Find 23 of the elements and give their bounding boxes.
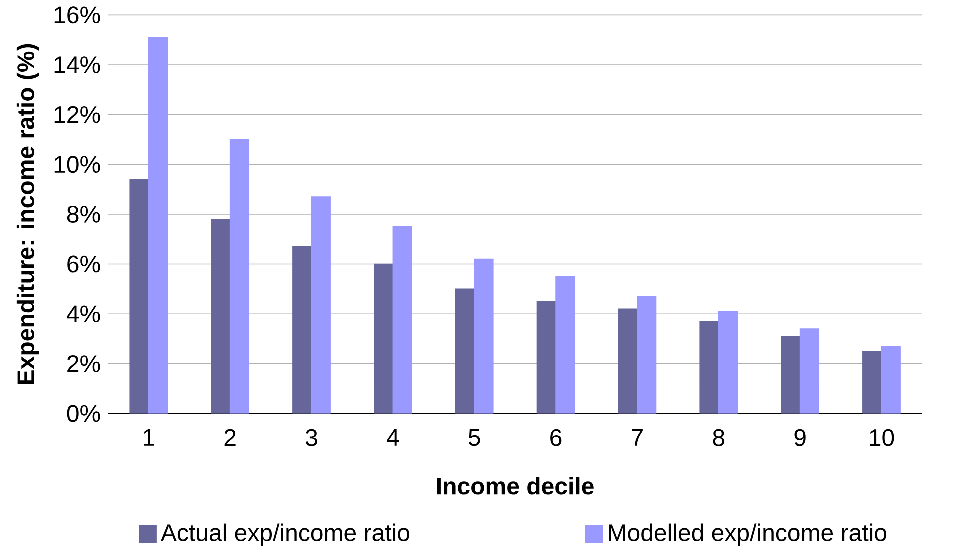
y-tick-label: 14% — [54, 56, 100, 74]
x-tick-label: 2 — [224, 429, 236, 446]
y-tick-label: 12% — [54, 106, 100, 124]
y-tick-label: 4% — [66, 306, 100, 322]
y-tick-label: 16% — [54, 6, 100, 24]
x-axis-title: Income decile — [438, 477, 594, 495]
x-tick-label: 3 — [306, 429, 318, 446]
x-tick-label: 5 — [468, 429, 480, 446]
x-tick-label: 1 — [144, 429, 154, 446]
x-tick-label: 4 — [387, 429, 400, 446]
x-tick-label: 9 — [794, 429, 806, 446]
x-tick-label: 7 — [632, 429, 643, 446]
x-tick-label: 10 — [870, 429, 894, 446]
y-tick-label: 6% — [68, 256, 100, 273]
y-tick-label: 2% — [68, 355, 100, 372]
y-tick-label: 0% — [67, 405, 100, 422]
y-tick-label: 10% — [54, 156, 100, 174]
legend-label: Actual exp/income ratio — [160, 524, 410, 546]
x-tick-label: 6 — [550, 429, 562, 446]
legend-label: Modelled exp/income ratio — [609, 524, 886, 546]
y-tick-label: 8% — [67, 206, 100, 223]
x-tick-label: 8 — [713, 429, 725, 446]
y-axis-title: Expenditure: income ratio (%) — [16, 44, 40, 384]
